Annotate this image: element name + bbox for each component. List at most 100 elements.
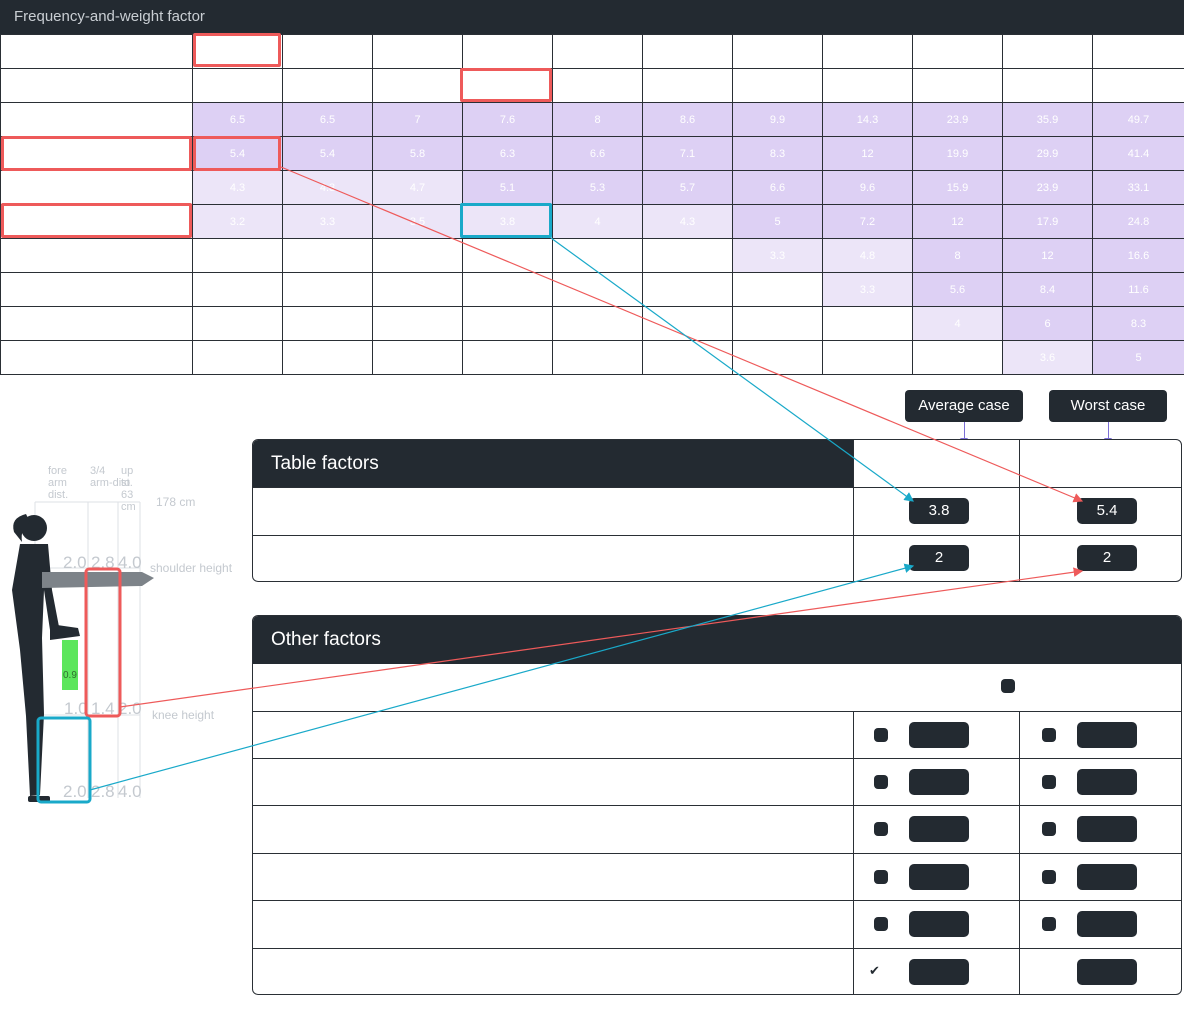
average-checkmark-icon[interactable]: ✔ xyxy=(869,963,880,978)
average-toggle-dot[interactable] xyxy=(874,775,888,789)
frequency-value-cell xyxy=(732,306,823,341)
frequency-value: 9.9 xyxy=(769,113,786,126)
average-value-pill[interactable] xyxy=(909,864,969,890)
lifting-zone-figure: fore arm dist. 3/4 arm-dist. up to 63 cm 178 c… xyxy=(12,465,233,804)
frequency-value: 16.6 xyxy=(1127,249,1150,262)
frequency-value: 9.6 xyxy=(859,181,876,194)
frequency-value-cell: 9.6 xyxy=(822,170,913,205)
frequency-value-cell xyxy=(282,68,373,103)
worst-value-pill[interactable] xyxy=(1077,959,1137,985)
frequency-value-cell: 3.3 xyxy=(822,272,913,307)
frequency-value-cell: 12 xyxy=(912,204,1003,239)
frequency-value-cell: 24.8 xyxy=(1092,204,1184,239)
frequency-value-cell: 4.3 xyxy=(192,170,283,205)
frequency-value-cell: 8 xyxy=(552,102,643,137)
frequency-value: 8 xyxy=(594,113,601,126)
frequency-value-cell xyxy=(282,34,373,69)
frequency-value-cell xyxy=(732,340,823,375)
worst-value-pill[interactable] xyxy=(1077,911,1137,937)
highlight-red-row-label-6 xyxy=(1,203,192,238)
worst-column-divider xyxy=(1019,711,1020,994)
average-value-pill[interactable] xyxy=(909,959,969,985)
frequency-value-cell xyxy=(192,340,283,375)
average-toggle-dot[interactable] xyxy=(874,917,888,931)
worst-toggle-dot[interactable] xyxy=(1042,775,1056,789)
frequency-value-cell: 6.5 xyxy=(192,102,283,137)
frequency-value-cell xyxy=(1092,68,1184,103)
frequency-value-cell: 7.1 xyxy=(642,136,733,171)
frequency-value-cell: 7.2 xyxy=(822,204,913,239)
frequency-value-cell xyxy=(822,68,913,103)
average-value-pill[interactable] xyxy=(909,816,969,842)
worst-value-pill[interactable] xyxy=(1077,864,1137,890)
frequency-value: 8.3 xyxy=(769,147,786,160)
highlight-red-shoulder-zone xyxy=(84,567,122,718)
frequency-value-cell: 6.5 xyxy=(282,102,373,137)
average-toggle-dot[interactable] xyxy=(874,870,888,884)
frequency-value-cell: 5.8 xyxy=(372,136,463,171)
worst-column-divider xyxy=(1019,440,1020,581)
frequency-value: 4 xyxy=(954,317,961,330)
toggle-all-dot[interactable] xyxy=(1001,679,1015,693)
frequency-value-cell: 5.7 xyxy=(642,170,733,205)
frequency-value-cell xyxy=(372,238,463,273)
worst-value-pill[interactable] xyxy=(1077,816,1137,842)
other-factors-row xyxy=(253,805,1181,853)
worst-toggle-dot[interactable] xyxy=(1042,917,1056,931)
frequency-value-cell xyxy=(642,340,733,375)
frequency-value: 49.7 xyxy=(1127,113,1150,126)
frequency-value: 19.9 xyxy=(946,147,969,160)
frequency-value-cell xyxy=(372,306,463,341)
worst-toggle-dot[interactable] xyxy=(1042,822,1056,836)
frequency-value: 6.3 xyxy=(499,147,516,160)
average-toggle-dot[interactable] xyxy=(874,822,888,836)
frequency-value: 8.3 xyxy=(1130,317,1147,330)
frequency-value: 24.8 xyxy=(1127,215,1150,228)
frequency-value-cell: 23.9 xyxy=(1002,170,1093,205)
frequency-value: 33.1 xyxy=(1127,181,1150,194)
frequency-value: 3.6 xyxy=(1039,351,1056,364)
worst-toggle-dot[interactable] xyxy=(1042,728,1056,742)
frequency-value: 41.4 xyxy=(1127,147,1150,160)
frequency-value-cell: 6.3 xyxy=(462,136,553,171)
frequency-value-cell xyxy=(372,68,463,103)
average-value-pill[interactable] xyxy=(909,722,969,748)
frequency-value: 4.3 xyxy=(229,181,246,194)
frequency-value: 14.3 xyxy=(856,113,879,126)
frequency-value-cell xyxy=(822,34,913,69)
worst-toggle-dot[interactable] xyxy=(1042,870,1056,884)
average-value-pill[interactable] xyxy=(909,769,969,795)
frequency-value-cell: 19.9 xyxy=(912,136,1003,171)
highlight-red-header-col4 xyxy=(460,68,552,102)
arm-icon xyxy=(42,572,154,640)
frequency-value-cell xyxy=(462,34,553,69)
frequency-value-cell: 49.7 xyxy=(1092,102,1184,137)
frequency-value-cell xyxy=(192,238,283,273)
frequency-value-cell: 4.8 xyxy=(822,238,913,273)
frequency-value-cell: 9.9 xyxy=(732,102,823,137)
frequency-value: 6.6 xyxy=(589,147,606,160)
frequency-value-cell xyxy=(282,272,373,307)
frequency-value-cell xyxy=(552,68,643,103)
average-toggle-dot[interactable] xyxy=(874,728,888,742)
other-factors-row xyxy=(253,853,1181,900)
frequency-value: 8.4 xyxy=(1039,283,1056,296)
frequency-value-cell: 6 xyxy=(1002,306,1093,341)
highlight-red-row-label-4 xyxy=(1,136,192,171)
frequency-value: 5.1 xyxy=(499,181,516,194)
table-factors-row: 3.8 5.4 xyxy=(253,487,1181,535)
frequency-value: 4 xyxy=(594,215,601,228)
worst-case-label: Worst case xyxy=(1049,390,1167,422)
frequency-value-cell: 3.5 xyxy=(372,204,463,239)
highlight-red-header-col1 xyxy=(193,33,281,67)
frequency-value-cell: 4.7 xyxy=(372,170,463,205)
worst-value-pill[interactable] xyxy=(1077,722,1137,748)
row-label-cell xyxy=(0,340,193,375)
floor-value-three-quarter: 2.8 xyxy=(91,782,115,801)
worst-value-pill: 5.4 xyxy=(1077,498,1137,524)
row-label-cell xyxy=(0,102,193,137)
frequency-value-cell: 33.1 xyxy=(1092,170,1184,205)
average-value-pill[interactable] xyxy=(909,911,969,937)
frequency-value: 17.9 xyxy=(1036,215,1059,228)
worst-value-pill[interactable] xyxy=(1077,769,1137,795)
